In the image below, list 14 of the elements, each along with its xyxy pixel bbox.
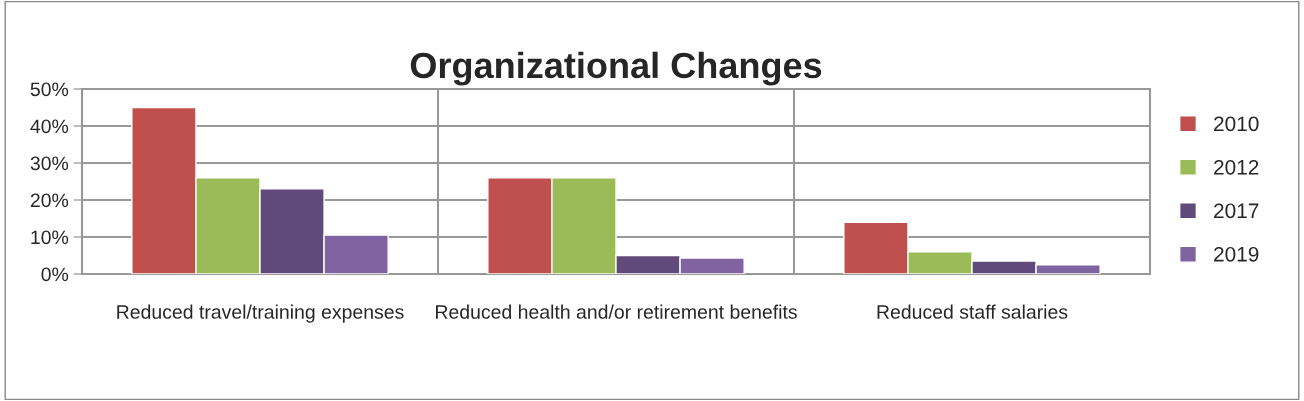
legend-label: 2010 — [1214, 116, 1259, 132]
y-tick-label: 10% — [31, 230, 69, 245]
x-tick-label: Reduced travel/training expenses — [117, 304, 404, 323]
chart-title: Organizational Changes — [410, 51, 822, 86]
legend-label: 2019 — [1214, 246, 1259, 262]
legend-label: 2017 — [1214, 203, 1259, 219]
x-tick-label: Reduced health and/or retirement benefits — [436, 304, 797, 319]
y-tick-label: 30% — [30, 156, 69, 171]
y-tick-label: 0% — [41, 267, 69, 282]
x-tick-label: Reduced staff salaries — [877, 304, 1068, 319]
y-tick-label: 50% — [30, 82, 69, 97]
legend-label: 2012 — [1214, 159, 1259, 175]
y-tick-label: 40% — [30, 119, 69, 134]
y-tick-label: 20% — [30, 193, 69, 208]
